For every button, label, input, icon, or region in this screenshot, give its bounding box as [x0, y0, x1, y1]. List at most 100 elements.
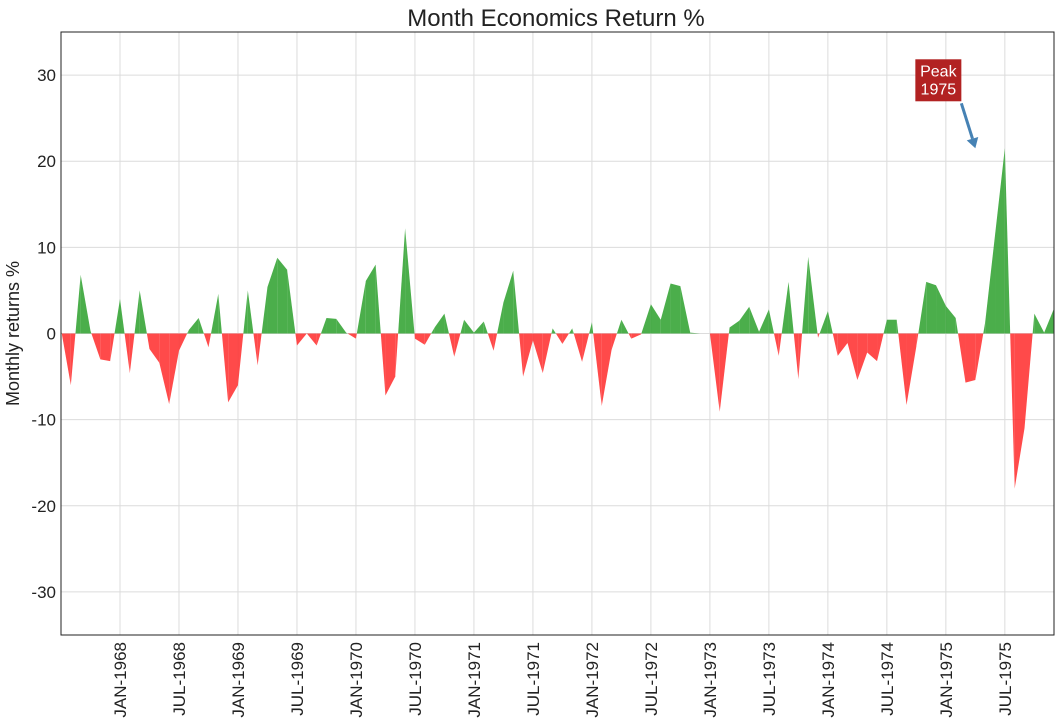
- x-tick-label: JUL-1970: [406, 642, 425, 716]
- x-tick-label: JAN-1972: [583, 642, 602, 718]
- area-segment: [444, 313, 449, 334]
- area-segment: [739, 306, 750, 334]
- x-tick-label: JUL-1971: [524, 642, 543, 716]
- area-segment: [589, 322, 592, 334]
- x-tick-label: JAN-1975: [937, 642, 956, 718]
- area-segment: [1004, 148, 1011, 334]
- area-segment: [178, 333, 188, 351]
- area-segment: [1010, 333, 1015, 489]
- area-segment: [778, 333, 782, 356]
- area-segment: [70, 333, 76, 386]
- area-segment: [149, 333, 160, 363]
- area-segment: [802, 256, 809, 334]
- area-segment: [1014, 333, 1025, 489]
- area-segment: [916, 333, 919, 347]
- area-segment: [523, 333, 533, 377]
- area-segment: [886, 319, 897, 334]
- area-segment: [347, 333, 356, 339]
- chart-title: Month Economics Return %: [407, 5, 704, 32]
- area-segment: [709, 333, 720, 412]
- area-segment: [385, 333, 396, 396]
- area-segment: [817, 333, 819, 338]
- area-segment: [253, 333, 258, 366]
- area-segment: [572, 328, 574, 334]
- area-segment: [555, 333, 563, 344]
- area-segment: [316, 333, 321, 346]
- x-tick-label: JAN-1973: [701, 642, 720, 718]
- area-segment: [616, 319, 622, 334]
- y-tick-label: 10: [37, 238, 56, 257]
- area-segment: [503, 270, 514, 334]
- area-segment: [124, 333, 130, 374]
- area-segment: [690, 332, 701, 334]
- x-tick-label: JAN-1968: [111, 642, 130, 718]
- area-segment: [497, 302, 504, 334]
- y-tick-labels: -30 -20 -10 0 10 20 30: [31, 66, 56, 602]
- x-tick-label: JUL-1974: [878, 642, 897, 716]
- area-segment: [169, 333, 179, 405]
- peak-annotation: Peak 1975: [915, 59, 979, 149]
- area-segment: [719, 333, 729, 412]
- area-segment: [877, 333, 884, 362]
- area-segment: [405, 228, 415, 334]
- area-segment: [552, 328, 556, 334]
- area-segment: [277, 257, 288, 334]
- y-tick-label: 0: [47, 325, 56, 344]
- area-segment: [365, 264, 376, 334]
- area-segment: [448, 333, 455, 357]
- area-segment: [519, 333, 524, 377]
- area-segment: [965, 333, 976, 383]
- area-segment: [129, 333, 135, 374]
- x-tick-label: JUL-1975: [996, 642, 1015, 716]
- area-segment: [896, 319, 899, 334]
- annotation-arrow-head: [966, 136, 979, 149]
- area-segment: [464, 319, 474, 334]
- area-segment: [187, 330, 189, 334]
- area-segment: [936, 285, 946, 334]
- area-segment: [781, 281, 789, 334]
- area-segment: [773, 333, 779, 356]
- annotation-text-line1: Peak: [920, 63, 957, 80]
- area-segment: [295, 333, 297, 346]
- area-segment: [591, 322, 594, 334]
- area-segment: [958, 333, 966, 383]
- x-tick-label: JUL-1973: [760, 642, 779, 716]
- area-segment: [287, 269, 296, 334]
- x-tick-label: JAN-1971: [465, 642, 484, 718]
- area-segment: [551, 328, 553, 334]
- y-tick-label: -20: [31, 497, 56, 516]
- area-segment: [793, 333, 799, 380]
- area-segment: [375, 264, 381, 334]
- area-segment: [532, 333, 543, 374]
- area-segment: [749, 306, 760, 334]
- area-segment: [568, 328, 573, 334]
- area-segment: [380, 333, 386, 396]
- area-segment: [424, 333, 432, 345]
- area-segment: [680, 286, 691, 334]
- area-segment: [208, 333, 212, 348]
- y-tick-label: 20: [37, 152, 56, 171]
- area-segment: [91, 333, 101, 360]
- area-segment: [460, 319, 465, 334]
- area-segment: [729, 320, 740, 334]
- annotation-text-line2: 1975: [921, 81, 957, 98]
- area-segment: [628, 333, 632, 339]
- area-segment: [1024, 333, 1033, 429]
- area-segment: [218, 293, 222, 334]
- area-segment: [955, 317, 959, 334]
- x-tick-label: JAN-1970: [347, 642, 366, 718]
- area-segment: [601, 333, 612, 406]
- area-segment: [146, 333, 150, 350]
- area-segment: [134, 290, 140, 334]
- area-segment: [631, 333, 642, 339]
- area-segment: [346, 332, 348, 334]
- x-tick-label: JAN-1969: [229, 642, 248, 718]
- area-segment: [221, 333, 229, 403]
- area-segment: [768, 309, 774, 334]
- area-segment: [398, 228, 406, 334]
- area-segment: [898, 333, 907, 405]
- area-segment: [434, 313, 445, 334]
- area-segment: [493, 333, 498, 351]
- plot-frame: [60, 31, 1055, 636]
